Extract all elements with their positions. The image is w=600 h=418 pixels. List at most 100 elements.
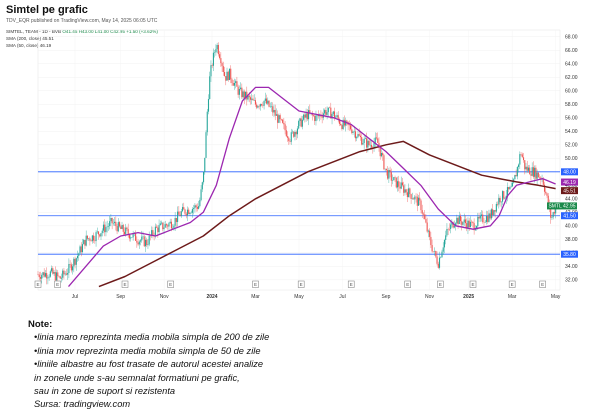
candle-body: [114, 221, 116, 223]
candle-body: [283, 122, 285, 125]
candle-body: [212, 52, 214, 66]
candle-body: [135, 232, 137, 241]
note-line-2: •linia mov reprezinta media mobila simpl…: [34, 345, 261, 356]
candle-body: [452, 222, 454, 228]
candle-body: [330, 107, 332, 119]
candle-body: [341, 125, 343, 129]
candle-body: [304, 114, 306, 118]
candle-body: [238, 88, 240, 95]
candle-body: [524, 160, 526, 170]
price-value-label: 45.51: [563, 188, 576, 194]
candle-body: [99, 234, 101, 237]
candle-body: [221, 63, 223, 67]
candle-body: [495, 203, 497, 212]
candle-body: [425, 218, 427, 223]
candle-body: [352, 131, 354, 133]
legend-sma200-value: 45.51: [42, 36, 54, 41]
candle-body: [488, 213, 490, 222]
candle-body: [301, 119, 303, 127]
candle-body: [196, 207, 198, 209]
candle-body: [387, 170, 389, 179]
price-value-box: [561, 187, 578, 195]
candle-body: [487, 216, 489, 222]
candle-body: [53, 272, 55, 274]
price-chart: 32.0034.0036.0038.0040.0042.0044.0046.00…: [34, 29, 578, 300]
candle-body: [279, 115, 281, 120]
candle-body: [186, 209, 189, 216]
y-tick-label: 46.00: [565, 183, 578, 189]
candle-body: [93, 235, 95, 241]
candle-body: [232, 82, 234, 86]
candle-body: [57, 272, 59, 277]
candle-body: [335, 116, 337, 118]
candle-body: [172, 227, 174, 229]
candle-body: [137, 242, 139, 245]
legend-sma200-label: SMA (200, close): [6, 36, 41, 41]
candle-body: [419, 197, 421, 201]
candle-body: [207, 99, 210, 112]
candles: [37, 42, 557, 285]
candle-body: [216, 44, 218, 50]
candle-body: [195, 205, 197, 208]
candle-body: [168, 223, 170, 227]
price-labels: 48.00 41.50 35.80 46.19 45.51 SMTL 42.95: [547, 168, 578, 258]
candle-body: [367, 140, 369, 148]
candle-body: [164, 224, 166, 228]
candle-body: [284, 124, 286, 131]
candle-body: [106, 226, 108, 228]
candle-body: [357, 134, 359, 138]
candle-body: [438, 257, 441, 268]
candle-body: [228, 68, 231, 80]
candle-body: [163, 227, 165, 230]
y-tick-label: 56.00: [565, 116, 578, 122]
event-marker: [469, 280, 477, 288]
candle-body: [537, 172, 539, 178]
candle-body: [325, 110, 327, 115]
candle-body: [298, 121, 300, 129]
candle-body: [52, 268, 54, 274]
candle-body: [477, 216, 479, 227]
candle-body: [542, 179, 544, 185]
candle-body: [453, 225, 455, 228]
candle-body: [450, 224, 452, 230]
candle-body: [473, 223, 475, 231]
candle-body: [240, 87, 242, 89]
y-tick-label: 64.00: [565, 62, 578, 68]
candle-body: [354, 131, 357, 139]
candle-body: [350, 125, 352, 130]
candle-body: [80, 246, 82, 253]
candle-body: [504, 198, 506, 199]
candle-body: [309, 110, 311, 114]
candle-body: [480, 214, 483, 216]
event-marker-label: E: [56, 282, 59, 287]
candle-body: [274, 109, 276, 116]
candle-body: [293, 131, 295, 137]
candle-body: [158, 225, 160, 233]
y-tick-label: 60.00: [565, 89, 578, 95]
candle-body: [242, 91, 244, 98]
candle-body: [254, 100, 256, 105]
candle-body: [426, 222, 428, 232]
candle-body: [393, 177, 395, 181]
candle-body: [463, 219, 465, 223]
candle-body: [128, 234, 130, 239]
candle-body: [206, 111, 208, 133]
candle-body: [503, 191, 505, 199]
candle-body: [49, 271, 51, 277]
candle-body: [482, 214, 484, 223]
candle-body: [121, 224, 123, 229]
candle-body: [233, 82, 235, 86]
note-title: Note:: [28, 319, 53, 330]
candle-body: [76, 255, 79, 259]
candle-body: [456, 217, 458, 224]
candle-body: [485, 216, 488, 222]
x-tick-label: May: [551, 294, 561, 300]
candle-body: [64, 273, 66, 275]
candle-body: [100, 233, 102, 237]
candle-body: [42, 272, 44, 276]
candle-body: [414, 196, 416, 200]
candle-body: [403, 185, 405, 193]
candle-body: [545, 191, 547, 194]
candle-body: [305, 113, 307, 118]
candle-body: [406, 192, 408, 198]
